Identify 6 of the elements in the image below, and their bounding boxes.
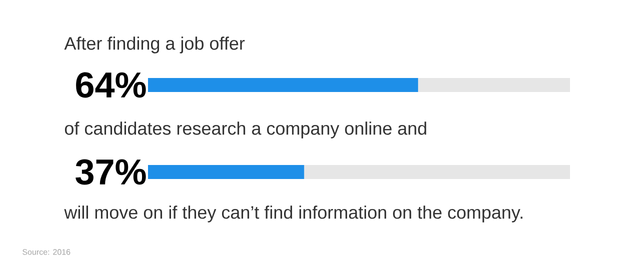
annotation: After finding a job offer <box>64 36 245 54</box>
data-label: 64% <box>76 72 146 98</box>
data-label: 37% <box>76 159 146 185</box>
annotation: of candidates research a company online and <box>64 122 426 138</box>
source-note: Source: 2016 <box>22 249 70 255</box>
annotation: will move on if they can’t find information on the company. <box>64 206 522 222</box>
